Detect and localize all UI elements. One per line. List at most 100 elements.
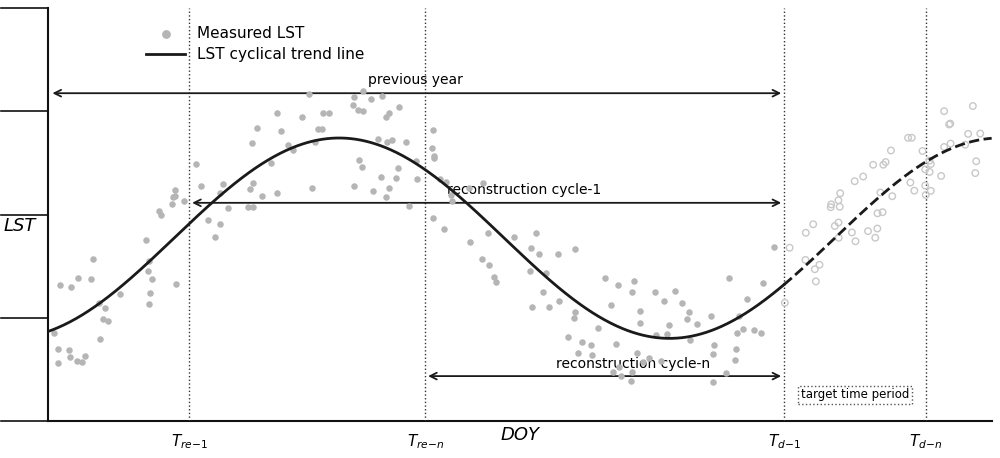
Point xyxy=(245,180,261,187)
Text: $T_{d\mathsf{-}n}$: $T_{d\mathsf{-}n}$ xyxy=(909,433,942,452)
Point xyxy=(906,187,922,194)
Point xyxy=(746,327,762,334)
Point xyxy=(827,222,843,229)
Point xyxy=(379,138,395,146)
Point xyxy=(91,300,107,307)
Point xyxy=(384,137,400,144)
Point xyxy=(212,190,228,197)
Point xyxy=(310,125,326,133)
Point xyxy=(679,315,695,322)
Point xyxy=(611,364,627,371)
Point xyxy=(610,281,626,289)
Point xyxy=(83,275,99,283)
Point xyxy=(923,187,939,195)
Point xyxy=(705,350,721,357)
Point xyxy=(301,90,317,98)
Point xyxy=(304,185,320,192)
Point xyxy=(597,274,613,282)
Point xyxy=(844,229,860,236)
Point xyxy=(436,225,452,233)
Point xyxy=(867,234,883,241)
Point xyxy=(345,101,361,109)
Point xyxy=(373,174,389,181)
Point xyxy=(541,303,557,311)
Point xyxy=(729,330,745,337)
Point xyxy=(432,176,448,183)
Point xyxy=(164,201,180,208)
Point xyxy=(167,192,183,200)
Point xyxy=(936,143,952,151)
Point xyxy=(624,369,640,376)
Point xyxy=(807,266,823,273)
Point xyxy=(883,147,899,154)
Point xyxy=(100,317,116,324)
Point xyxy=(168,280,184,288)
Point xyxy=(728,346,744,353)
Point xyxy=(535,288,551,295)
Point xyxy=(605,368,621,376)
Point xyxy=(85,256,101,263)
Point xyxy=(755,279,771,286)
Point xyxy=(506,233,522,240)
Point xyxy=(731,312,747,319)
Point xyxy=(294,114,310,121)
Point xyxy=(624,289,640,296)
Point xyxy=(307,138,323,146)
Point xyxy=(355,87,371,95)
Point xyxy=(374,92,390,99)
Point xyxy=(681,308,697,316)
Text: previous year: previous year xyxy=(368,73,463,87)
Point xyxy=(215,180,231,188)
Point xyxy=(865,161,881,169)
Point xyxy=(632,319,648,327)
Point xyxy=(151,207,167,214)
Point xyxy=(721,274,737,282)
Point xyxy=(52,281,68,289)
Point xyxy=(365,188,381,195)
Legend: Measured LST, LST cyclical trend line: Measured LST, LST cyclical trend line xyxy=(140,20,370,68)
Point xyxy=(957,141,973,148)
Point xyxy=(647,288,663,295)
Point xyxy=(61,346,77,354)
Text: $T_{re\mathsf{-}n}$: $T_{re\mathsf{-}n}$ xyxy=(407,433,444,452)
Point xyxy=(608,340,624,348)
Point xyxy=(739,295,755,302)
Point xyxy=(960,130,976,137)
Point xyxy=(425,215,441,222)
Point xyxy=(140,267,156,275)
Point xyxy=(401,202,417,210)
Point xyxy=(832,190,848,197)
Point xyxy=(823,203,839,211)
Point xyxy=(753,329,769,337)
Point xyxy=(917,166,933,173)
Point xyxy=(269,110,285,117)
Point xyxy=(703,312,719,320)
Point xyxy=(917,182,933,189)
Point xyxy=(391,103,407,110)
Point xyxy=(923,160,939,168)
Point xyxy=(522,267,538,274)
Point xyxy=(165,194,181,201)
Point xyxy=(922,168,938,175)
Point xyxy=(220,205,236,212)
Point xyxy=(878,158,894,166)
Point xyxy=(378,193,394,200)
Point xyxy=(550,250,566,257)
Point xyxy=(315,109,331,117)
Point xyxy=(355,108,371,115)
Point xyxy=(831,234,847,241)
Text: reconstruction cycle-1: reconstruction cycle-1 xyxy=(447,183,602,197)
Point xyxy=(112,290,128,297)
Point xyxy=(965,103,981,110)
Point xyxy=(242,185,258,192)
Point xyxy=(933,172,949,180)
Point xyxy=(705,379,721,386)
Point xyxy=(70,274,86,282)
Point xyxy=(641,354,657,362)
Point xyxy=(941,121,957,128)
Point xyxy=(902,179,918,186)
Point xyxy=(188,161,204,168)
Point xyxy=(388,174,404,181)
Point xyxy=(153,212,169,219)
Point xyxy=(872,189,888,196)
